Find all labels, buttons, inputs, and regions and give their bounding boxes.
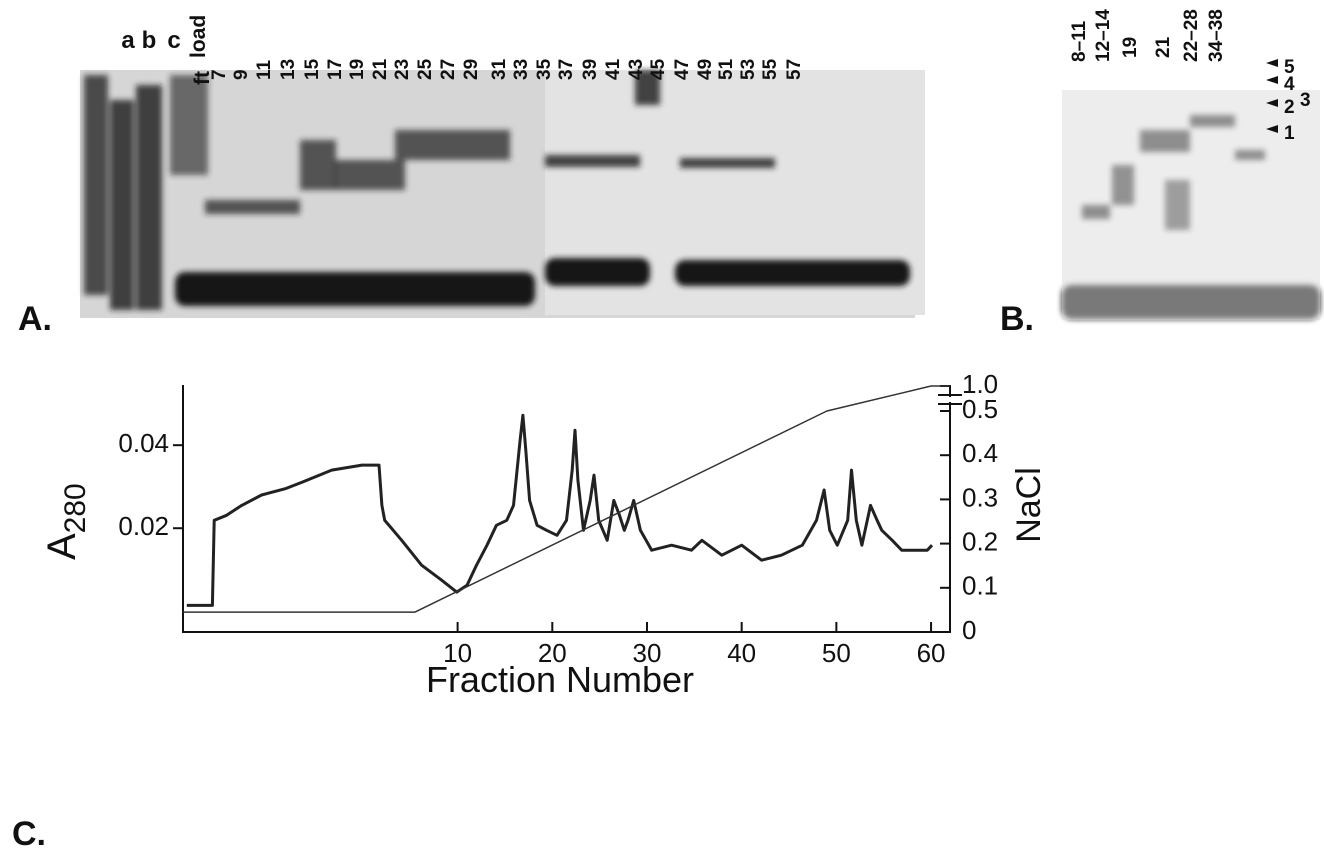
y2-tick-label: 0.1: [962, 571, 998, 601]
lane-label: 15: [302, 58, 323, 80]
lane-label: 13: [278, 59, 299, 80]
x-tick-label: 10: [443, 638, 472, 668]
y2-tick-label: 0.2: [962, 526, 998, 556]
lane-label: 43: [626, 59, 647, 80]
lane-label: 11: [254, 59, 275, 80]
lane-label: 7: [209, 69, 230, 80]
panel-label: B.: [1000, 300, 1034, 338]
series-line: [183, 385, 950, 613]
lane-label: 8–11: [1069, 20, 1090, 62]
lane-label: 22–28: [1181, 9, 1202, 62]
lane-labels-b: 8–11 12–14 19 21 22–28 34–38: [1069, 9, 1227, 62]
x-tick-label: 50: [822, 638, 851, 668]
lane-label: ft: [191, 71, 214, 85]
lane-label: 12–14: [1093, 9, 1114, 62]
y-axis-label-sub: 280: [59, 483, 92, 533]
y2-axis-label: NaCl: [1010, 467, 1048, 543]
lane-label: load: [187, 15, 210, 58]
x-tick-label: 20: [538, 638, 567, 668]
marker-label: 4: [1284, 74, 1295, 95]
lane-label: 34–38: [1206, 9, 1227, 62]
y2-tick-label: 0.3: [962, 482, 998, 512]
lane-label: 9: [231, 69, 252, 80]
panel-label: C.: [12, 815, 46, 852]
lane-label: 53: [738, 59, 759, 80]
lane-label: 37: [556, 59, 577, 80]
lane-label: 19: [1120, 37, 1141, 58]
lane-label: a: [121, 27, 135, 54]
x-axis-label: Fraction Number: [426, 659, 694, 700]
y-axis-label: A280: [40, 483, 92, 560]
lane-label: 17: [325, 59, 346, 80]
lane-label: 27: [438, 59, 459, 80]
lane-label: 19: [347, 59, 368, 80]
lane-label: 57: [784, 59, 805, 80]
lane-label: c: [167, 27, 180, 54]
lane-label: 49: [695, 59, 716, 80]
arrowhead: [1266, 125, 1278, 133]
chart: 10 20 30 40 50 60 0.02 0.04 0 0.1 0.2 0.3 0.4 0.51.0 F…: [40, 369, 1048, 700]
lane-label: 45: [648, 58, 669, 80]
axes: [182, 385, 951, 633]
x-tick-label: 40: [727, 638, 756, 668]
lane-label: 35: [534, 58, 555, 80]
marker-label: 5: [1284, 57, 1295, 78]
panel-label: A.: [18, 300, 52, 338]
y2-tick-label: 0: [962, 615, 976, 645]
lane-label: 23: [392, 59, 413, 80]
lane-labels-a: a b c load ft7 9 11 13 15 17 19 21 23 25 27 29 31 33 35 37 3…: [121, 15, 805, 85]
y2-tick-label: 1.0: [962, 369, 998, 399]
marker-label: 1: [1284, 123, 1295, 144]
lane-label: 21: [370, 58, 391, 80]
y-tick-label: 0.04: [118, 428, 169, 458]
arrowhead: [1266, 59, 1278, 67]
gel-a: A.: [18, 70, 1320, 338]
lane-label: 31: [489, 58, 510, 80]
arrowhead: [1266, 99, 1278, 107]
axis-break: [941, 397, 959, 402]
marker-label: 3: [1300, 90, 1311, 111]
x-tick-label: 60: [917, 638, 946, 668]
arrowhead: [1266, 76, 1278, 84]
series-line: [186, 413, 934, 607]
x-tick-label: 30: [633, 638, 662, 668]
y-axis-label: A: [40, 533, 84, 560]
lane-label: 55: [760, 58, 781, 80]
lane-label: 39: [580, 59, 601, 80]
marker-label: 2: [1284, 97, 1295, 118]
lane-label: 21: [1153, 36, 1174, 58]
lane-label: 51: [716, 58, 737, 80]
lane-label: b: [142, 27, 157, 54]
lane-label: 33: [511, 59, 532, 80]
y2-tick-label: 0.5: [962, 394, 998, 424]
y2-tick-label: 0.4: [962, 438, 998, 468]
lane-label: 25: [415, 58, 436, 80]
y-tick-label: 0.02: [118, 511, 169, 541]
lane-label: 47: [672, 59, 693, 80]
lane-label: 29: [461, 59, 482, 80]
lane-label: 41: [603, 58, 624, 80]
